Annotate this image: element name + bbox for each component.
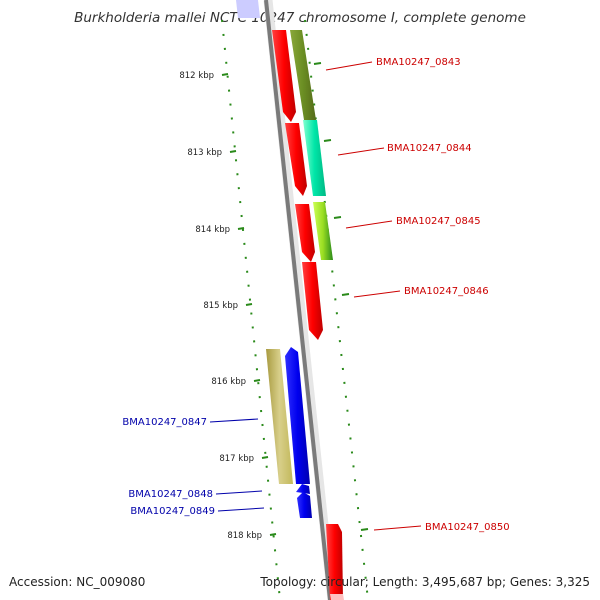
kbp-tick [261, 456, 269, 459]
kbp-tick [253, 379, 261, 382]
gene-fragment-bottom-pink [330, 594, 344, 600]
gene-bma10247-0844[interactable] [285, 123, 307, 196]
gene-bma10247-0849[interactable] [297, 492, 312, 518]
kbp-tick-label: 817 kbp [219, 454, 254, 464]
outer-tick [323, 139, 332, 142]
cog-bar-0843 [290, 30, 316, 120]
outer-tick [341, 293, 350, 296]
kbp-tick [221, 73, 229, 76]
outer-tick [333, 216, 342, 219]
kbp-tick-label: 812 kbp [179, 71, 214, 81]
gene-label[interactable]: BMA10247_0846 [404, 286, 489, 297]
gene-label-leader [373, 525, 422, 531]
gene-label[interactable]: BMA10247_0845 [396, 216, 481, 227]
gene-label-leader [345, 220, 393, 229]
outer-tick [360, 528, 369, 531]
gene-label[interactable]: BMA10247_0843 [376, 57, 461, 68]
gene-label-leader [217, 507, 265, 512]
gene-bma10247-0843[interactable] [272, 30, 296, 122]
kbp-tick-label: 816 kbp [211, 377, 246, 387]
gene-bma10247-0846[interactable] [302, 262, 323, 340]
tick-group: 812 kbp 813 kbp 814 kbp 815 kbp 816 kbp 817 k… [179, 62, 369, 541]
gene-fragment-top-ghost [236, 0, 260, 18]
kbp-tick-label: 814 kbp [195, 225, 230, 235]
genome-summary-text: Topology: circular; Length: 3,495,687 bp… [260, 575, 590, 589]
gene-bma10247-0845[interactable] [295, 204, 315, 262]
label-group: BMA10247_0843 BMA10247_0844 BMA10247_0845 B… [122, 57, 509, 533]
map-title: Burkholderia mallei NCTC 10247 chromosom… [74, 10, 526, 26]
gene-bma10247-0850[interactable] [326, 524, 343, 600]
accession-text: Accession: NC_009080 [9, 575, 146, 589]
gene-label[interactable]: BMA10247_0849 [130, 506, 215, 517]
gene-bma10247-0847[interactable] [285, 347, 310, 484]
gene-label-leader [325, 61, 373, 71]
kbp-tick [229, 150, 237, 153]
cog-bar-0847 [266, 349, 293, 484]
kbp-tick [245, 303, 253, 306]
cog-bar-0844 [303, 120, 326, 196]
cog-bar-0845 [313, 202, 333, 260]
gene-label[interactable]: BMA10247_0850 [425, 522, 510, 533]
gene-label[interactable]: BMA10247_0844 [387, 143, 472, 154]
gene-label-leader [209, 418, 259, 423]
kbp-tick [269, 533, 277, 536]
gene-label[interactable]: BMA10247_0848 [128, 489, 213, 500]
gene-bma10247-0848[interactable] [296, 484, 310, 494]
gene-label-leader [353, 290, 401, 298]
kbp-tick-label: 818 kbp [227, 531, 262, 541]
gene-label[interactable]: BMA10247_0847 [122, 417, 207, 428]
outer-tick [313, 62, 322, 65]
kbp-tick [237, 227, 245, 230]
kbp-tick-label: 813 kbp [187, 148, 222, 158]
gene-label-leader [215, 490, 263, 495]
kbp-tick-label: 815 kbp [203, 301, 238, 311]
gene-label-leader [337, 147, 385, 156]
backbone [264, 0, 332, 600]
